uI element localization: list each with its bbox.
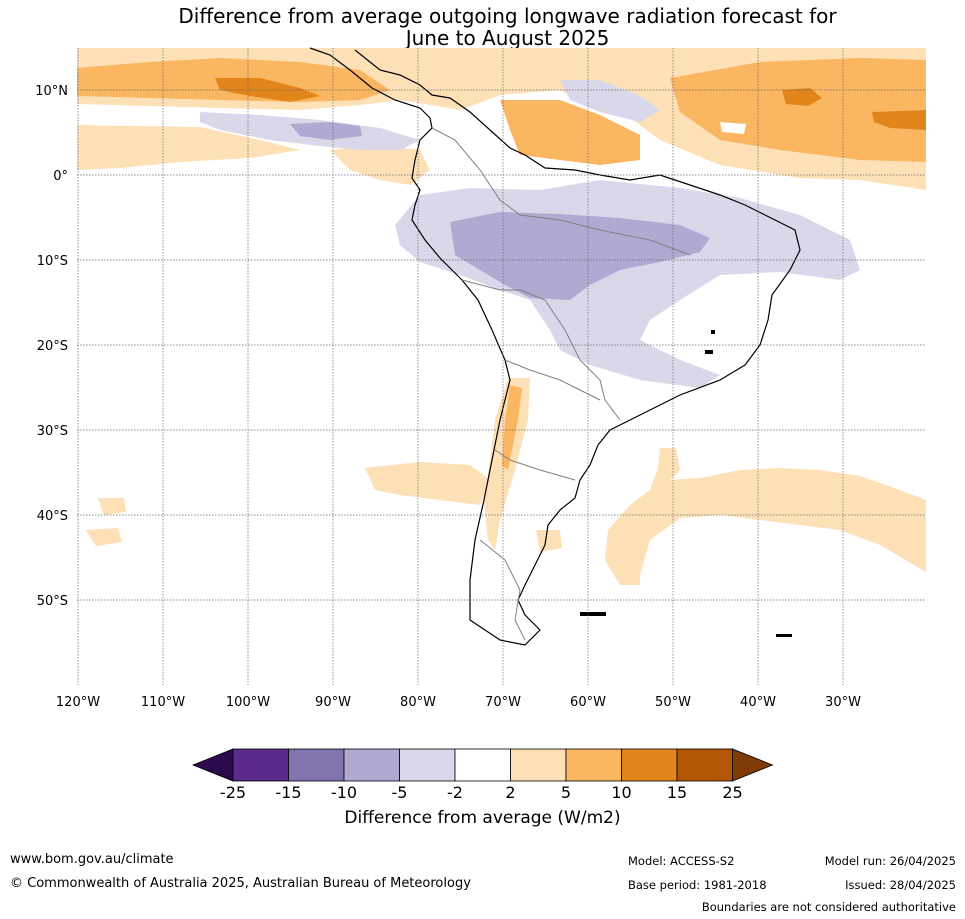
colorbar-swatch [232,748,289,782]
latitude-label: 50°S [37,594,68,609]
colorbar-tick-label: -10 [330,783,358,802]
graticule [77,48,926,685]
colorbar-swatch [343,748,400,782]
colorbar-swatch [399,748,456,782]
anomaly-white-hole-1 [720,122,746,134]
colorbar-swatch [454,748,511,782]
colorbar-swatch [676,748,733,782]
longitude-label: 120°W [56,695,100,710]
anomaly-light-orange-pacific-3 [86,528,122,546]
title-line-1: Difference from average outgoing longwav… [178,4,837,28]
colorbar-swatch [288,748,345,782]
latitude-label: 30°S [37,424,68,439]
colorbar-extend-high [732,748,774,782]
latitude-label: 40°S [37,509,68,524]
longitude-label: 30°W [825,695,861,710]
anomaly-light-orange-south-atlantic [605,448,926,585]
map-title: Difference from average outgoing longwav… [0,5,965,49]
anomaly-orange-venezuela [500,100,640,165]
longitude-label: 100°W [226,695,270,710]
disclaimer-text: Boundaries are not considered authoritat… [701,900,956,914]
anomaly-lavender-caribbean [560,80,660,122]
anomaly-dark-orange-2 [782,88,822,106]
title-line-2: June to August 2025 [405,26,610,50]
longitude-label: 50°W [655,695,691,710]
anomaly-light-orange-south-pacific [365,462,490,505]
anomaly-medium-purple-pacific [290,122,362,140]
latitude-labels: 10°N 0° 10°S 20°S 30°S 40°S 50°S [35,84,68,609]
country-borders [431,127,691,641]
model-text: Model: ACCESS-S2 [628,854,735,868]
latitude-label: 10°N [35,84,68,99]
longitude-label: 80°W [400,695,436,710]
colorbar-label: Difference from average (W/m2) [344,808,621,828]
anomaly-medium-purple-amazon [450,212,710,300]
latitude-label: 10°S [37,254,68,269]
longitude-label: 110°W [141,695,185,710]
anomaly-orange-atlantic [670,58,926,162]
colorbar-tick-label: -25 [219,783,247,802]
colorbar-tick-label: 2 [505,783,516,802]
colorbar [191,748,774,782]
anomaly-light-orange-argentina [536,530,562,552]
base-period-text: Base period: 1981-2018 [628,878,767,892]
colorbar-tick-label: -2 [447,783,463,802]
islands [580,330,792,637]
website-text: www.bom.gov.au/climate [10,852,174,867]
anomaly-light-orange-band2 [77,125,300,170]
colorbar-swatch [510,748,567,782]
colorbar-tick-label: 5 [560,783,572,802]
colorbar-tick-label: 25 [722,783,743,802]
anomaly-light-orange-pacific-2 [98,498,126,515]
model-run-text: Model run: 26/04/2025 [824,854,956,868]
anomaly-light-orange-coast [330,145,430,185]
colorbar-extend-low [191,748,234,782]
longitude-label: 40°W [740,695,776,710]
colorbar-tick-label: -5 [391,783,408,802]
coastlines [309,47,801,646]
colorbar-swatch [565,748,622,782]
latitude-label: 0° [53,169,68,184]
colorbar-tick-label: 15 [666,783,688,802]
longitude-label: 70°W [485,695,521,710]
colorbar-swatch [621,748,678,782]
anomaly-dark-orange-3 [872,110,926,130]
issued-text: Issued: 28/04/2025 [845,878,956,892]
longitude-label: 60°W [570,695,606,710]
longitude-labels: 120°W 110°W 100°W 90°W 80°W 70°W 60°W 50°W 40°W 3… [56,695,861,710]
latitude-label: 20°S [37,339,68,354]
colorbar-tick-label: -15 [275,783,302,802]
colorbar-tick-label: 10 [611,783,632,802]
anomaly-orange-andes [502,385,522,470]
longitude-label: 90°W [315,695,351,710]
copyright-text: © Commonwealth of Australia 2025, Austra… [10,876,471,891]
